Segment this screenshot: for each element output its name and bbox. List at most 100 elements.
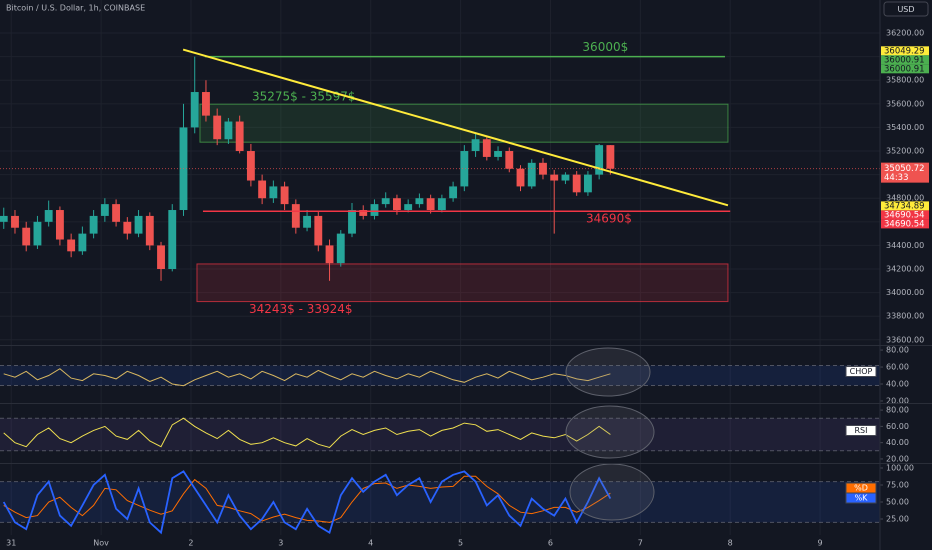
candle-body: [381, 198, 390, 205]
y-tick-label: 40.00: [886, 438, 909, 447]
x-tick-label: 31: [6, 539, 16, 548]
y-tick-label: 80.00: [886, 406, 909, 415]
candle-body: [202, 92, 210, 116]
trendline: [182, 48, 729, 207]
candle-body: [314, 215, 323, 246]
price-tag-box: [881, 210, 929, 220]
y-tick-label: 40.00: [886, 380, 909, 389]
price-tag-box: [881, 201, 929, 211]
price-tag-box: [881, 64, 929, 74]
price-tag-label: 35050.72: [884, 164, 925, 174]
y-tick-label: 60.00: [886, 422, 909, 431]
legend-label: CHOP: [850, 367, 873, 376]
candle-body: [224, 121, 233, 140]
price-tag: 36049.29: [881, 46, 929, 56]
price-tag-box: [881, 162, 929, 183]
x-tick-label: 2: [188, 539, 193, 548]
legend-box: [845, 425, 877, 436]
candle-body: [190, 92, 199, 128]
price-tag-label: 36000.91: [884, 64, 925, 74]
candle-body: [348, 210, 356, 234]
currency-label[interactable]: USD: [897, 5, 914, 14]
price-tag-box: [881, 55, 929, 65]
candle-body: [471, 139, 480, 152]
highlight: [569, 463, 655, 521]
y-tick-label: 36200.00: [886, 29, 924, 38]
zone: [199, 103, 729, 143]
indicator-line: [3, 368, 611, 387]
chart-title: Bitcoin / U.S. Dollar, 1h, COINBASE: [6, 4, 145, 13]
price-tag: 34690.54: [881, 210, 929, 220]
zone-label: 35275$ - 35597$: [252, 90, 356, 104]
candle-body: [595, 145, 604, 175]
price-tag: 34690.54: [881, 219, 929, 229]
legend-tag: RSI: [845, 425, 877, 436]
x-tick-label: 7: [638, 539, 643, 548]
price-tag: 36000.91: [881, 64, 929, 74]
price-tag-label: 34690.54: [884, 219, 925, 229]
x-tick-label: 4: [368, 539, 373, 548]
currency-button[interactable]: [883, 1, 929, 17]
price-tag-label: 34734.89: [884, 201, 925, 211]
legend-box: [845, 492, 877, 504]
candle-body: [336, 233, 345, 264]
y-tick-label: 35800.00: [886, 76, 924, 85]
y-tick-label: 35400.00: [886, 123, 924, 132]
candle-body: [11, 215, 19, 228]
candle-body: [359, 210, 368, 216]
candle-body: [145, 215, 154, 246]
y-tick-label: 34800.00: [886, 194, 924, 203]
candle-body: [426, 198, 435, 211]
candle-body: [67, 239, 76, 252]
candle-body: [89, 215, 98, 234]
candle-body: [213, 115, 222, 140]
candle-body: [325, 245, 334, 264]
candle-body: [527, 162, 536, 187]
price-tag-box: [881, 46, 929, 56]
candle-body: [33, 221, 42, 246]
candle-body: [78, 233, 87, 252]
candle-body: [370, 204, 379, 216]
y-tick-label: 100.00: [886, 464, 914, 473]
y-tick-label: 20.00: [886, 454, 909, 463]
candle-body: [572, 174, 581, 193]
candle-body: [123, 221, 132, 234]
price-tag-label: 34690.54: [884, 210, 925, 220]
candle-body: [44, 210, 53, 222]
x-tick-label: 3: [278, 539, 283, 548]
y-tick-label: 20.00: [886, 396, 909, 405]
candle-body: [550, 174, 559, 181]
candle-body: [280, 186, 289, 205]
candle-body: [55, 210, 64, 240]
candle-body: [112, 204, 121, 222]
level-label: 36000$: [582, 40, 628, 54]
candle-body: [393, 198, 401, 211]
legend-tag: %D: [845, 482, 877, 494]
indicator-line: [2, 470, 612, 535]
candle-body: [449, 186, 458, 199]
candle-body: [404, 204, 413, 211]
y-tick-label: 34000.00: [886, 288, 924, 297]
y-tick-label: 50.00: [886, 498, 909, 507]
candle-body: [22, 227, 31, 246]
x-tick-label: 6: [548, 539, 553, 548]
candle-body: [0, 215, 8, 222]
price-tag: 36000.91: [881, 55, 929, 65]
legend-label: %D: [854, 484, 868, 493]
indicator-line: [3, 475, 611, 523]
candle-body: [246, 151, 255, 181]
candle-body: [460, 151, 469, 187]
x-tick-label: 8: [728, 539, 733, 548]
candle-body: [561, 174, 570, 181]
y-tick-label: 60.00: [886, 363, 909, 372]
candle-body: [291, 204, 300, 228]
zone: [196, 263, 729, 303]
band-fill: [0, 418, 880, 451]
price-tag: 34734.89: [881, 201, 929, 211]
y-tick-label: 34400.00: [886, 241, 924, 250]
level-label: 34690$: [586, 212, 632, 226]
